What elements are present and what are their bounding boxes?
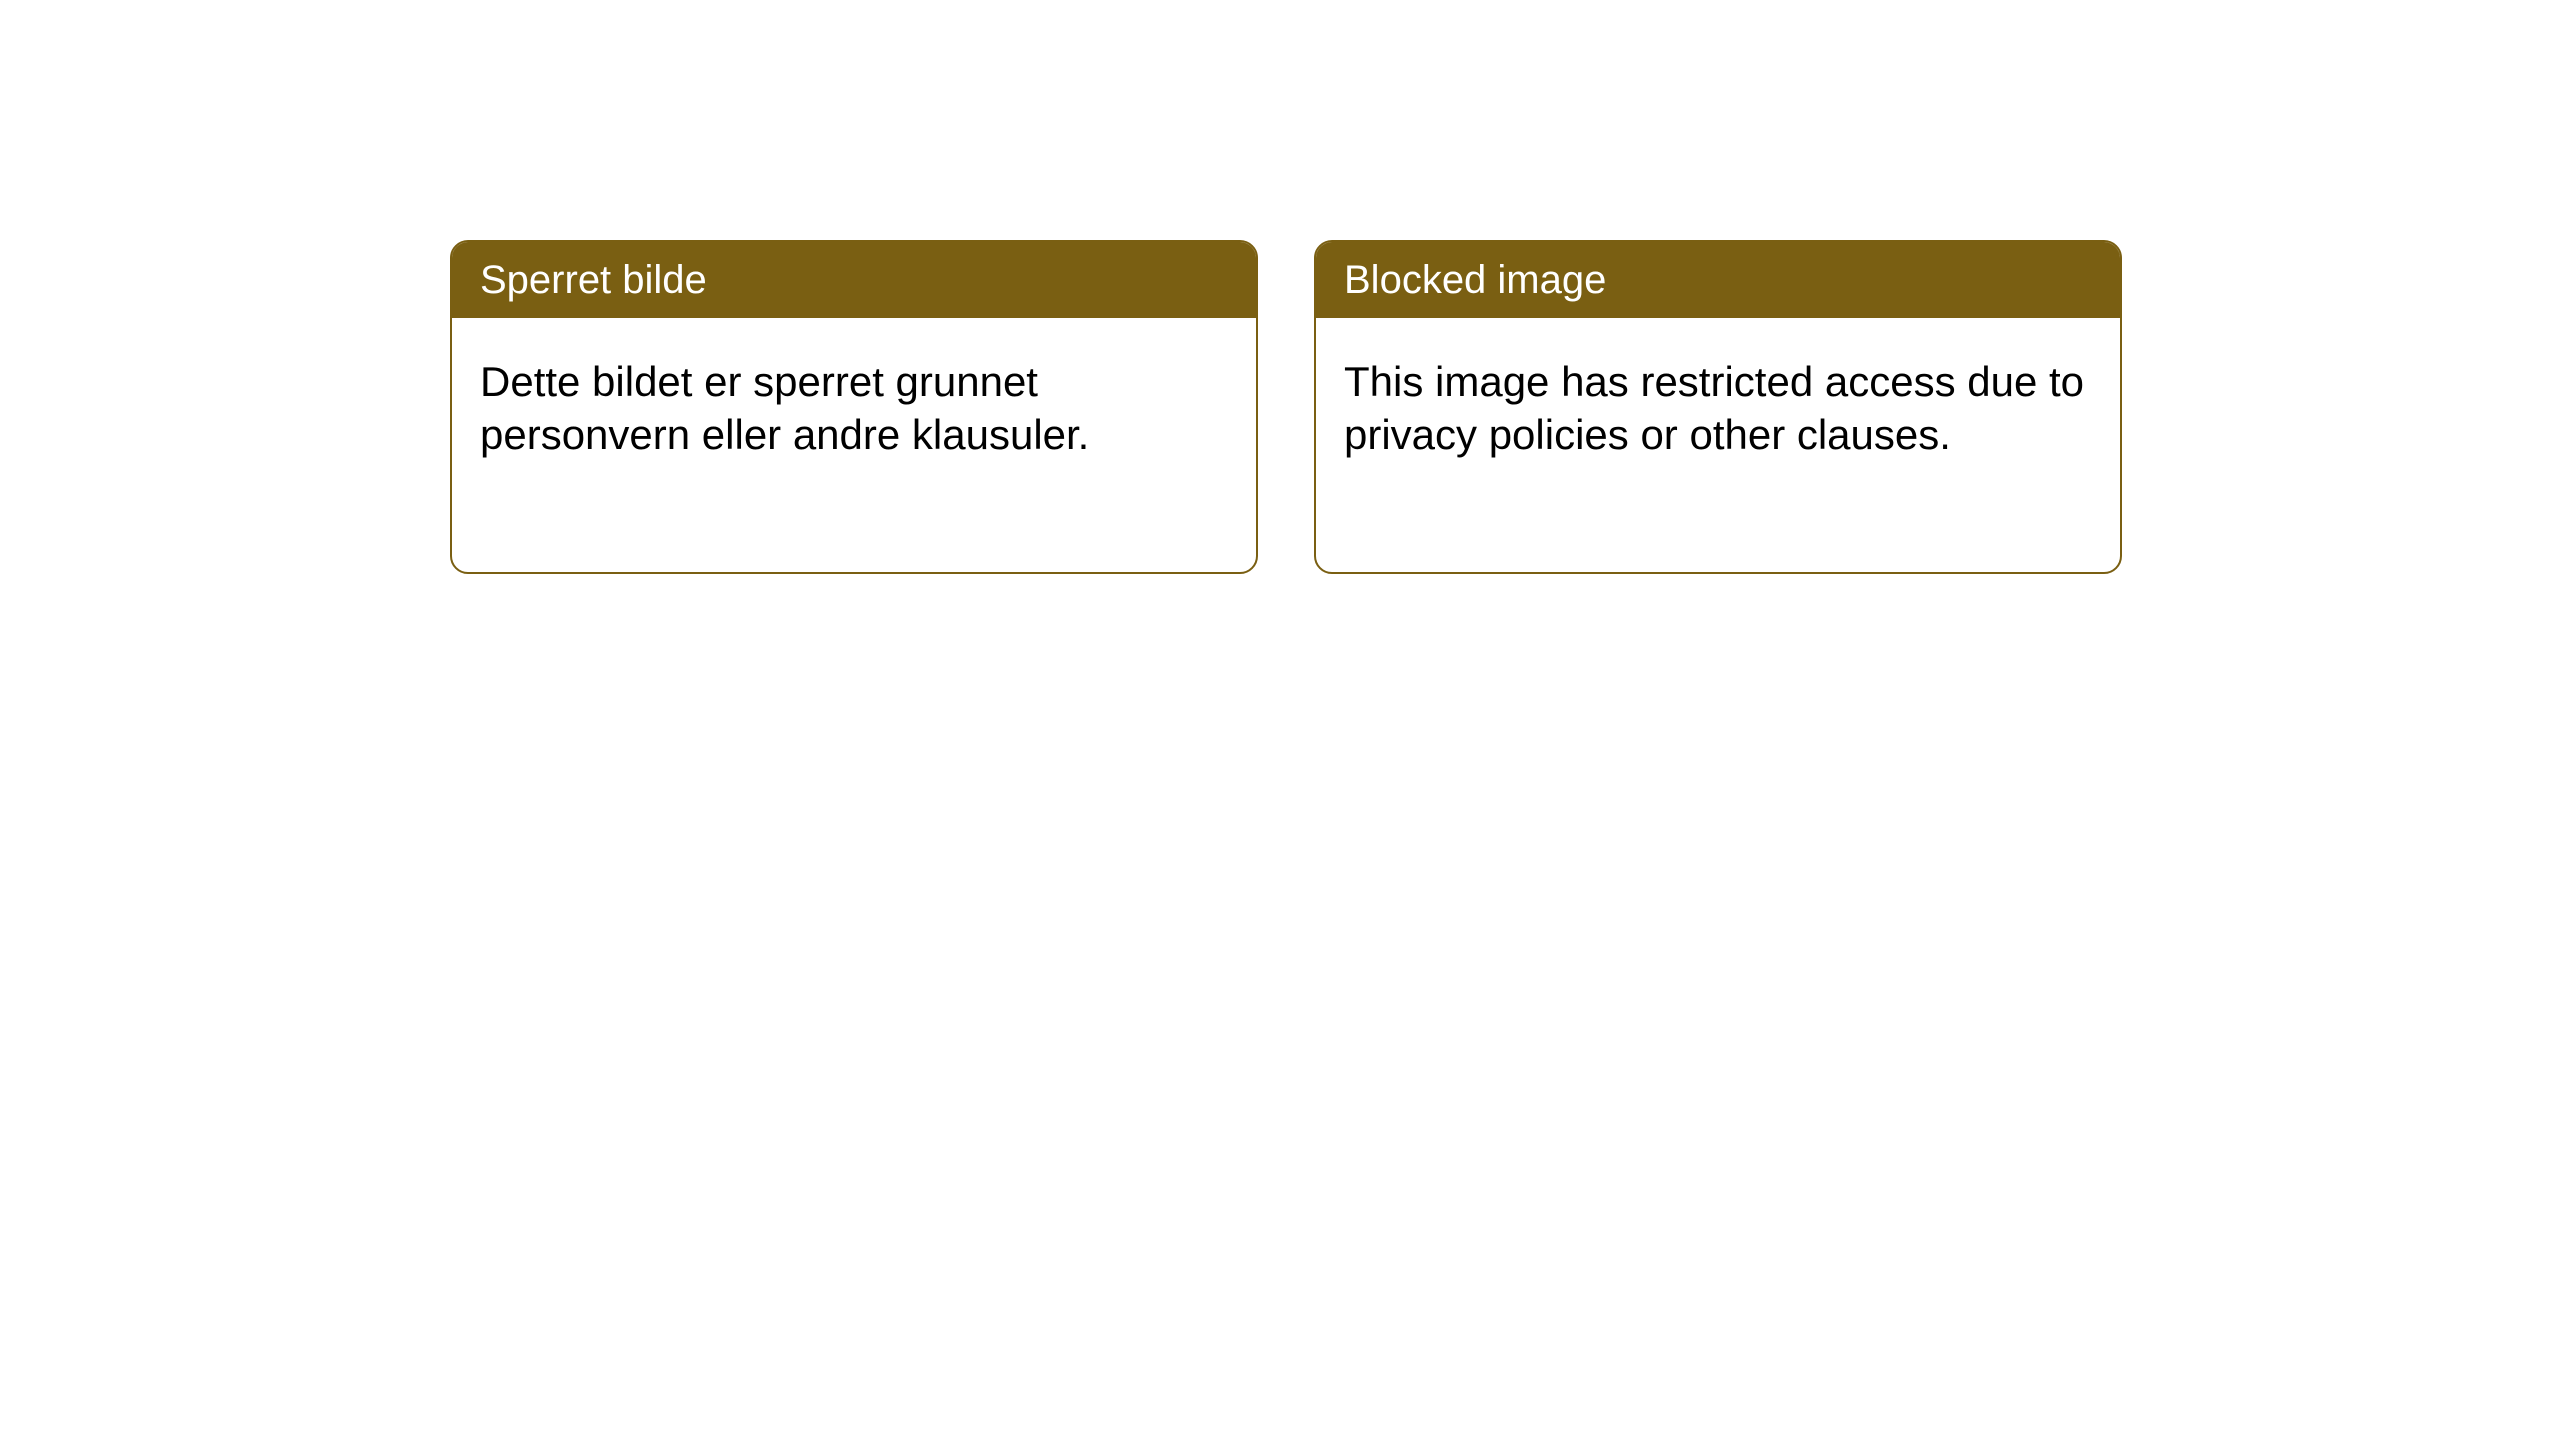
notice-card-header: Sperret bilde <box>452 242 1256 318</box>
notice-card-body: Dette bildet er sperret grunnet personve… <box>452 318 1256 572</box>
notice-card-title: Blocked image <box>1344 258 1606 302</box>
notice-card-body: This image has restricted access due to … <box>1316 318 2120 572</box>
notice-card-message: This image has restricted access due to … <box>1344 358 2084 458</box>
notice-card-norwegian: Sperret bilde Dette bildet er sperret gr… <box>450 240 1258 574</box>
blocked-image-notice-container: Sperret bilde Dette bildet er sperret gr… <box>450 240 2122 574</box>
notice-card-title: Sperret bilde <box>480 258 707 302</box>
notice-card-english: Blocked image This image has restricted … <box>1314 240 2122 574</box>
notice-card-header: Blocked image <box>1316 242 2120 318</box>
notice-card-message: Dette bildet er sperret grunnet personve… <box>480 358 1089 458</box>
